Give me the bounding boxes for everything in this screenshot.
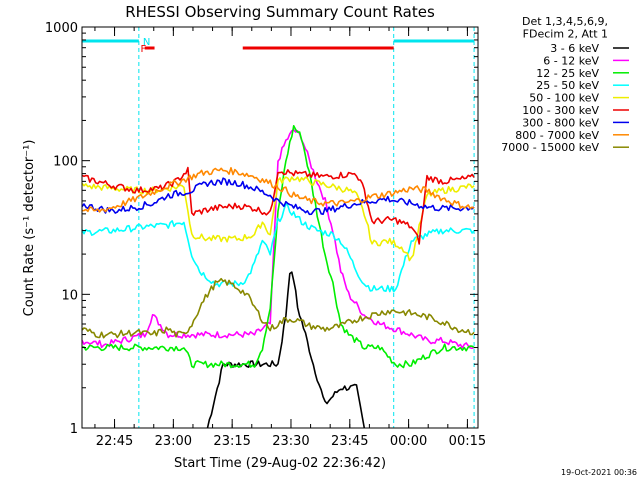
y-tick-label: 100 bbox=[53, 155, 78, 170]
legend: Det 1,3,4,5,6,9,FDecim 2, Att 13 - 6 keV… bbox=[501, 15, 629, 154]
y-tick-label: 10 bbox=[61, 288, 78, 303]
x-tick-label: 23:45 bbox=[331, 434, 368, 449]
x-tick-label: 00:00 bbox=[390, 434, 427, 449]
legend-entry-label: 50 - 100 keV bbox=[529, 92, 599, 105]
series-line bbox=[81, 166, 475, 245]
chart-title: RHESSI Observing Summary Count Rates bbox=[125, 3, 435, 21]
legend-entry-label: 100 - 300 keV bbox=[522, 104, 599, 117]
legend-entry-label: 7000 - 15000 keV bbox=[501, 141, 599, 154]
x-tick-label: 23:15 bbox=[213, 434, 250, 449]
axes: 1 10 100 1000 22:45 23:00 23:15 23:30 23:45 00:00… bbox=[45, 21, 486, 449]
series-lines bbox=[81, 27, 475, 429]
series-line bbox=[81, 203, 475, 293]
legend-header: FDecim 2, Att 1 bbox=[523, 28, 608, 41]
flag-label: N bbox=[143, 37, 150, 48]
x-tick-label: 22:45 bbox=[96, 434, 133, 449]
series-line bbox=[81, 167, 475, 213]
legend-entry-label: 800 - 7000 keV bbox=[515, 129, 599, 142]
series-line bbox=[81, 177, 475, 216]
legend-entry-label: 25 - 50 keV bbox=[536, 79, 599, 92]
plot-frame bbox=[81, 26, 479, 429]
date-stamp: 19-Oct-2021 00:36 bbox=[561, 468, 637, 477]
x-tick-label: 23:00 bbox=[155, 434, 192, 449]
legend-entry-label: 3 - 6 keV bbox=[550, 42, 599, 55]
flag-label: F bbox=[141, 44, 147, 55]
series-line bbox=[81, 277, 475, 339]
y-axis-label: Count Rate (s⁻¹ detector⁻¹) bbox=[22, 140, 37, 317]
series-line bbox=[206, 271, 366, 429]
series-line bbox=[82, 125, 475, 369]
legend-entry-label: 12 - 25 keV bbox=[536, 67, 599, 80]
x-tick-label: 00:15 bbox=[449, 434, 486, 449]
x-axis-label: Start Time (29-Aug-02 22:36:42) bbox=[174, 456, 386, 471]
legend-entry-label: 6 - 12 keV bbox=[543, 54, 599, 67]
flag-bars: NF bbox=[82, 37, 475, 55]
x-tick-label: 23:30 bbox=[272, 434, 309, 449]
y-tick-label: 1 bbox=[70, 422, 78, 437]
legend-header: Det 1,3,4,5,6,9, bbox=[522, 15, 608, 28]
y-tick-label: 1000 bbox=[45, 21, 78, 36]
legend-entry-label: 300 - 800 keV bbox=[522, 116, 599, 129]
